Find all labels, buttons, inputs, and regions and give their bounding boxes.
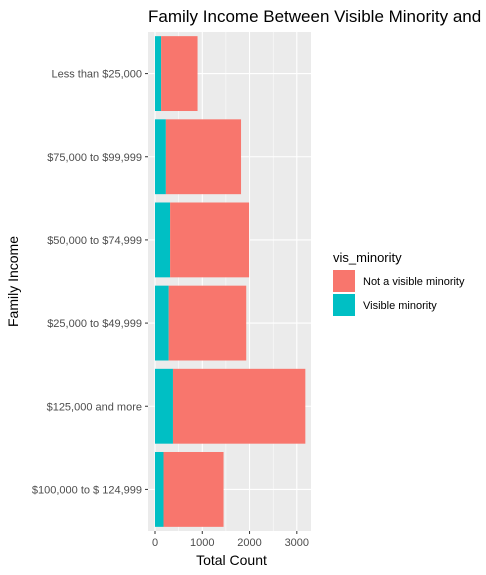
legend-label: Visible minority: [363, 300, 437, 312]
bar-not-visible-minority: [165, 119, 242, 195]
x-tick-label: 0: [152, 537, 158, 549]
x-axis-ticks: 0 1000 2000 3000: [152, 531, 309, 549]
bar-visible-minority: [155, 119, 166, 195]
y-axis-ticks: Less than $25,000 $75,000 to $99,999 $50,0…: [32, 69, 148, 496]
legend-items: Not a visible minority Visible minority: [333, 270, 465, 316]
y-tick-label: $50,000 to $74,999: [47, 235, 142, 247]
x-tick-label: 3000: [285, 537, 309, 549]
bar-visible-minority: [155, 202, 171, 278]
y-axis-title: Family Income: [5, 236, 21, 327]
x-tick-label: 2000: [237, 537, 261, 549]
legend-label: Not a visible minority: [363, 276, 465, 288]
y-tick-label: Less than $25,000: [51, 69, 142, 81]
chart-title: Family Income Between Visible Minority a…: [148, 7, 486, 26]
legend-title: vis_minority: [333, 250, 402, 265]
y-tick-label: $25,000 to $49,999: [47, 318, 142, 330]
bars: [155, 36, 306, 527]
plot-panel: [148, 32, 311, 531]
y-tick-label: $100,000 to $ 124,999: [32, 484, 142, 496]
y-tick-label: $75,000 to $99,999: [47, 152, 142, 164]
y-tick-label: $125,000 and more: [47, 401, 142, 413]
bar-not-visible-minority: [163, 451, 224, 527]
bar-not-visible-minority: [161, 36, 198, 112]
legend-key: [333, 294, 355, 316]
bar-visible-minority: [155, 285, 169, 361]
bar-not-visible-minority: [168, 285, 247, 361]
legend: vis_minority Not a visible minority Visib…: [333, 250, 465, 316]
bar-visible-minority: [155, 451, 164, 527]
x-tick-label: 1000: [190, 537, 214, 549]
legend-key: [333, 270, 355, 292]
bar-visible-minority: [155, 368, 173, 444]
bar-not-visible-minority: [172, 368, 306, 444]
bar-not-visible-minority: [170, 202, 250, 278]
bar-visible-minority: [155, 36, 162, 112]
x-axis-title: Total Count: [196, 552, 267, 568]
